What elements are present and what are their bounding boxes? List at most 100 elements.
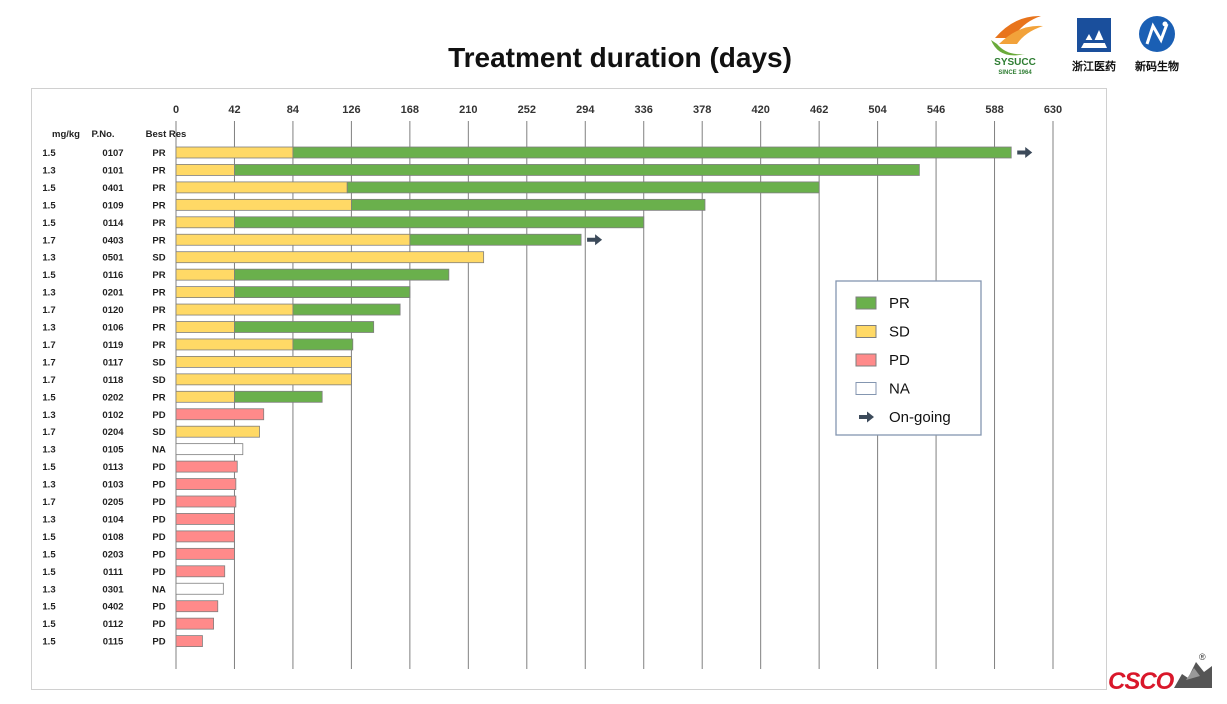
patient-number-label: 0501 bbox=[102, 253, 124, 264]
patient-number-label: 0118 bbox=[103, 375, 124, 386]
patient-number-label: 0119 bbox=[103, 340, 124, 351]
patient-number-label: 0107 bbox=[102, 148, 123, 159]
patient-number-label: 0103 bbox=[102, 480, 123, 491]
legend-label: NA bbox=[889, 381, 910, 398]
x-tick-label: 210 bbox=[459, 104, 477, 116]
best-response-label: PD bbox=[152, 410, 165, 421]
bar-segment-pd bbox=[175, 495, 237, 508]
dose-label: 1.7 bbox=[42, 427, 55, 438]
best-response-label: PD bbox=[152, 497, 165, 508]
bar-segment-sd bbox=[175, 390, 235, 403]
patient-number-label: 0201 bbox=[102, 288, 124, 299]
bar-segment-sd bbox=[175, 373, 352, 386]
ongoing-arrow-icon bbox=[1017, 147, 1033, 158]
bar-segment-pr bbox=[292, 303, 401, 316]
best-response-label: PR bbox=[152, 270, 165, 281]
zhejiang-logo-caption: 浙江医药 bbox=[1072, 59, 1116, 73]
dose-label: 1.7 bbox=[42, 340, 55, 351]
bar-segment-pr bbox=[234, 286, 411, 299]
patient-number-label: 0101 bbox=[102, 165, 124, 176]
csco-logo: CSCO bbox=[1108, 668, 1174, 695]
best-response-label: PD bbox=[152, 514, 165, 525]
dose-label: 1.5 bbox=[42, 270, 56, 281]
sysucc-logo-name: SYSUCC bbox=[994, 57, 1036, 68]
patient-number-label: 0106 bbox=[102, 323, 123, 334]
patient-number-label: 0105 bbox=[102, 445, 124, 456]
x-tick-label: 630 bbox=[1044, 104, 1062, 116]
patient-number-label: 0403 bbox=[102, 235, 123, 246]
best-response-label: PR bbox=[152, 183, 165, 194]
bar-segment-pd bbox=[175, 547, 235, 560]
x-tick-label: 168 bbox=[401, 104, 419, 116]
dose-label: 1.3 bbox=[42, 165, 55, 176]
best-response-label: PD bbox=[152, 462, 165, 473]
dose-label: 1.5 bbox=[42, 637, 56, 648]
dose-label: 1.3 bbox=[42, 480, 55, 491]
bar-segment-pd bbox=[175, 600, 219, 613]
best-response-label: PD bbox=[152, 637, 165, 648]
best-response-label: PD bbox=[152, 480, 165, 491]
logo-group: SYSUCC SINCE 1964 浙江医药 新码生物 bbox=[991, 15, 1179, 76]
best-response-label: PR bbox=[152, 323, 165, 334]
patient-number-label: 0114 bbox=[103, 218, 124, 229]
zhejiang-logo: 浙江医药 bbox=[1072, 18, 1116, 73]
best-response-label: PR bbox=[152, 392, 165, 403]
dose-label: 1.7 bbox=[42, 235, 55, 246]
dose-label: 1.5 bbox=[42, 218, 56, 229]
dose-label: 1.3 bbox=[42, 584, 55, 595]
patient-number-label: 0102 bbox=[102, 410, 123, 421]
bar-segment-pr bbox=[409, 233, 582, 246]
best-response-label: SD bbox=[152, 375, 165, 386]
bar-segment-sd bbox=[175, 164, 235, 176]
best-response-label: PD bbox=[152, 549, 165, 560]
patient-number-label: 0108 bbox=[102, 532, 123, 543]
bar-segment-sd bbox=[175, 216, 235, 229]
column-header: P.No. bbox=[91, 129, 114, 140]
bar-segment-pr bbox=[292, 338, 354, 351]
patient-number-label: 0117 bbox=[103, 357, 124, 368]
best-response-label: PR bbox=[152, 288, 165, 299]
best-response-label: SD bbox=[152, 253, 165, 264]
dose-label: 1.3 bbox=[42, 410, 55, 421]
patient-number-label: 0203 bbox=[102, 549, 123, 560]
bar-segment-pr bbox=[292, 146, 1012, 159]
best-response-label: SD bbox=[152, 357, 165, 368]
bar-segment-sd bbox=[175, 146, 294, 159]
x-tick-label: 420 bbox=[751, 104, 769, 116]
legend-label: SD bbox=[889, 324, 910, 341]
patient-number-label: 0204 bbox=[102, 427, 124, 438]
dose-label: 1.5 bbox=[42, 183, 56, 194]
x-tick-label: 336 bbox=[635, 104, 653, 116]
patient-number-label: 0112 bbox=[103, 619, 124, 630]
bar-segment-sd bbox=[175, 198, 352, 211]
bar-segment-pr bbox=[234, 216, 645, 229]
bar-segment-pd bbox=[175, 635, 203, 647]
dose-label: 1.3 bbox=[42, 445, 55, 456]
patient-number-label: 0113 bbox=[103, 462, 124, 473]
best-response-label: PR bbox=[152, 235, 165, 246]
bar-segment-pr bbox=[234, 268, 450, 281]
x-tick-label: 0 bbox=[173, 104, 179, 116]
bar-segment-sd bbox=[175, 268, 235, 281]
best-response-label: PD bbox=[152, 567, 165, 578]
patient-number-label: 0109 bbox=[102, 200, 123, 211]
csco-registered-mark: ® bbox=[1199, 652, 1206, 662]
best-response-label: PR bbox=[152, 218, 165, 229]
bar-segment-pr bbox=[346, 181, 820, 194]
dose-label: 1.7 bbox=[42, 375, 55, 386]
bar-segment-sd bbox=[175, 233, 411, 246]
dose-label: 1.5 bbox=[42, 549, 56, 560]
bar-segment-pr bbox=[234, 321, 375, 333]
bar-segment-pd bbox=[175, 408, 265, 421]
best-response-label: SD bbox=[152, 427, 165, 438]
page-title: Treatment duration (days) bbox=[448, 42, 792, 73]
legend-swatch-na bbox=[855, 382, 877, 395]
patient-number-label: 0402 bbox=[102, 602, 123, 613]
legend-swatch-sd bbox=[855, 325, 877, 338]
patient-number-label: 0401 bbox=[102, 183, 124, 194]
best-response-label: PR bbox=[152, 165, 165, 176]
dose-label: 1.5 bbox=[42, 532, 56, 543]
best-response-label: PR bbox=[152, 305, 165, 316]
patient-number-label: 0111 bbox=[103, 567, 124, 578]
best-response-label: PD bbox=[152, 602, 165, 613]
